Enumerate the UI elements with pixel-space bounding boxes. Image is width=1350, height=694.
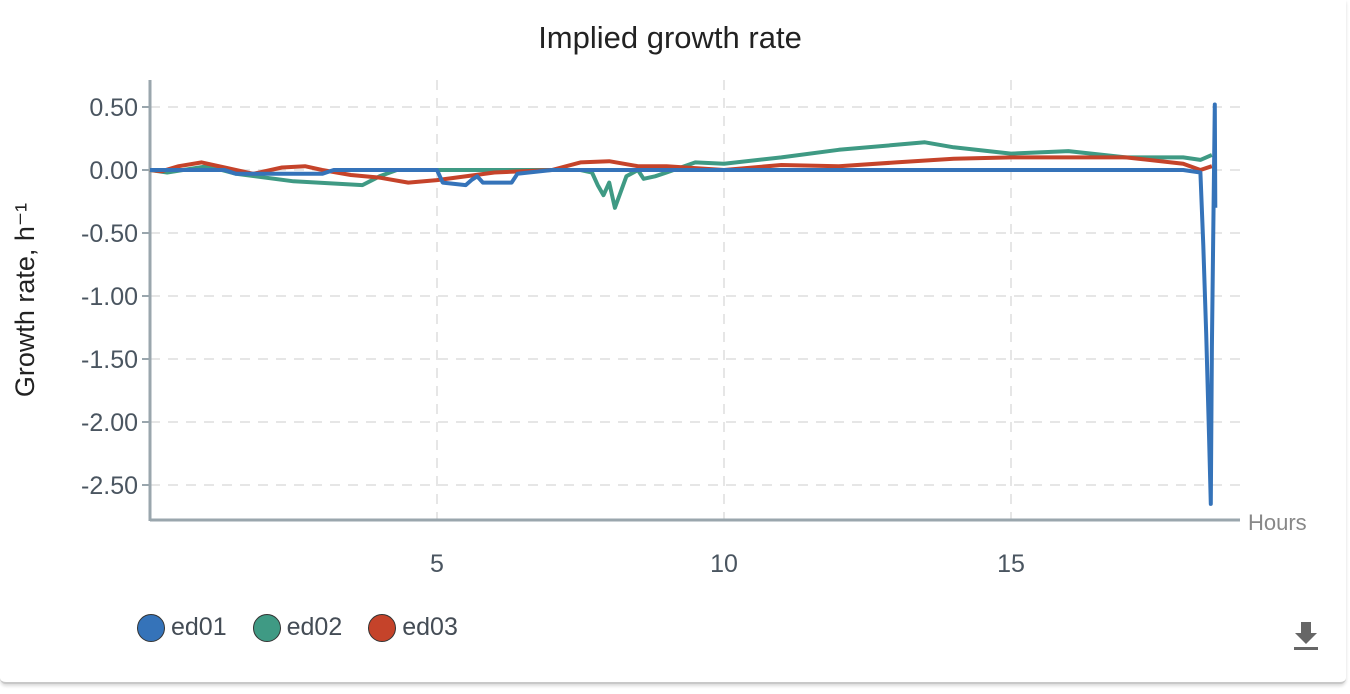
legend-item-ed02[interactable]: ed02 xyxy=(252,613,343,642)
legend-swatch xyxy=(252,613,281,642)
y-tick-label: -2.50 xyxy=(81,472,138,500)
legend-item-ed01[interactable]: ed01 xyxy=(137,613,227,642)
legend-label: ed03 xyxy=(402,613,458,641)
download-icon[interactable] xyxy=(1291,620,1321,652)
y-tick-label: 0.50 xyxy=(89,94,138,122)
x-tick-label: 15 xyxy=(997,550,1025,578)
legend-swatch xyxy=(368,613,397,642)
x-axis-label: Hours xyxy=(1248,510,1307,535)
legend: ed01 ed02 ed03 xyxy=(137,613,458,642)
legend-swatch xyxy=(137,613,165,642)
legend-label: ed02 xyxy=(286,613,343,641)
x-tick-label: 5 xyxy=(430,550,444,578)
y-tick-label: 0.00 xyxy=(89,157,138,185)
x-tick-label: 10 xyxy=(710,550,738,578)
y-tick-label: -1.50 xyxy=(81,346,138,374)
y-axis-label: Growth rate, h⁻¹ xyxy=(10,203,40,397)
series-line-ed01[interactable] xyxy=(150,102,1218,506)
y-tick-label: -0.50 xyxy=(81,220,138,248)
legend-item-ed03[interactable]: ed03 xyxy=(368,613,458,642)
chart-title: Implied growth rate xyxy=(538,20,802,55)
legend-label: ed01 xyxy=(171,613,227,641)
y-tick-label: -2.00 xyxy=(81,409,138,437)
y-tick-label: -1.00 xyxy=(81,283,138,311)
